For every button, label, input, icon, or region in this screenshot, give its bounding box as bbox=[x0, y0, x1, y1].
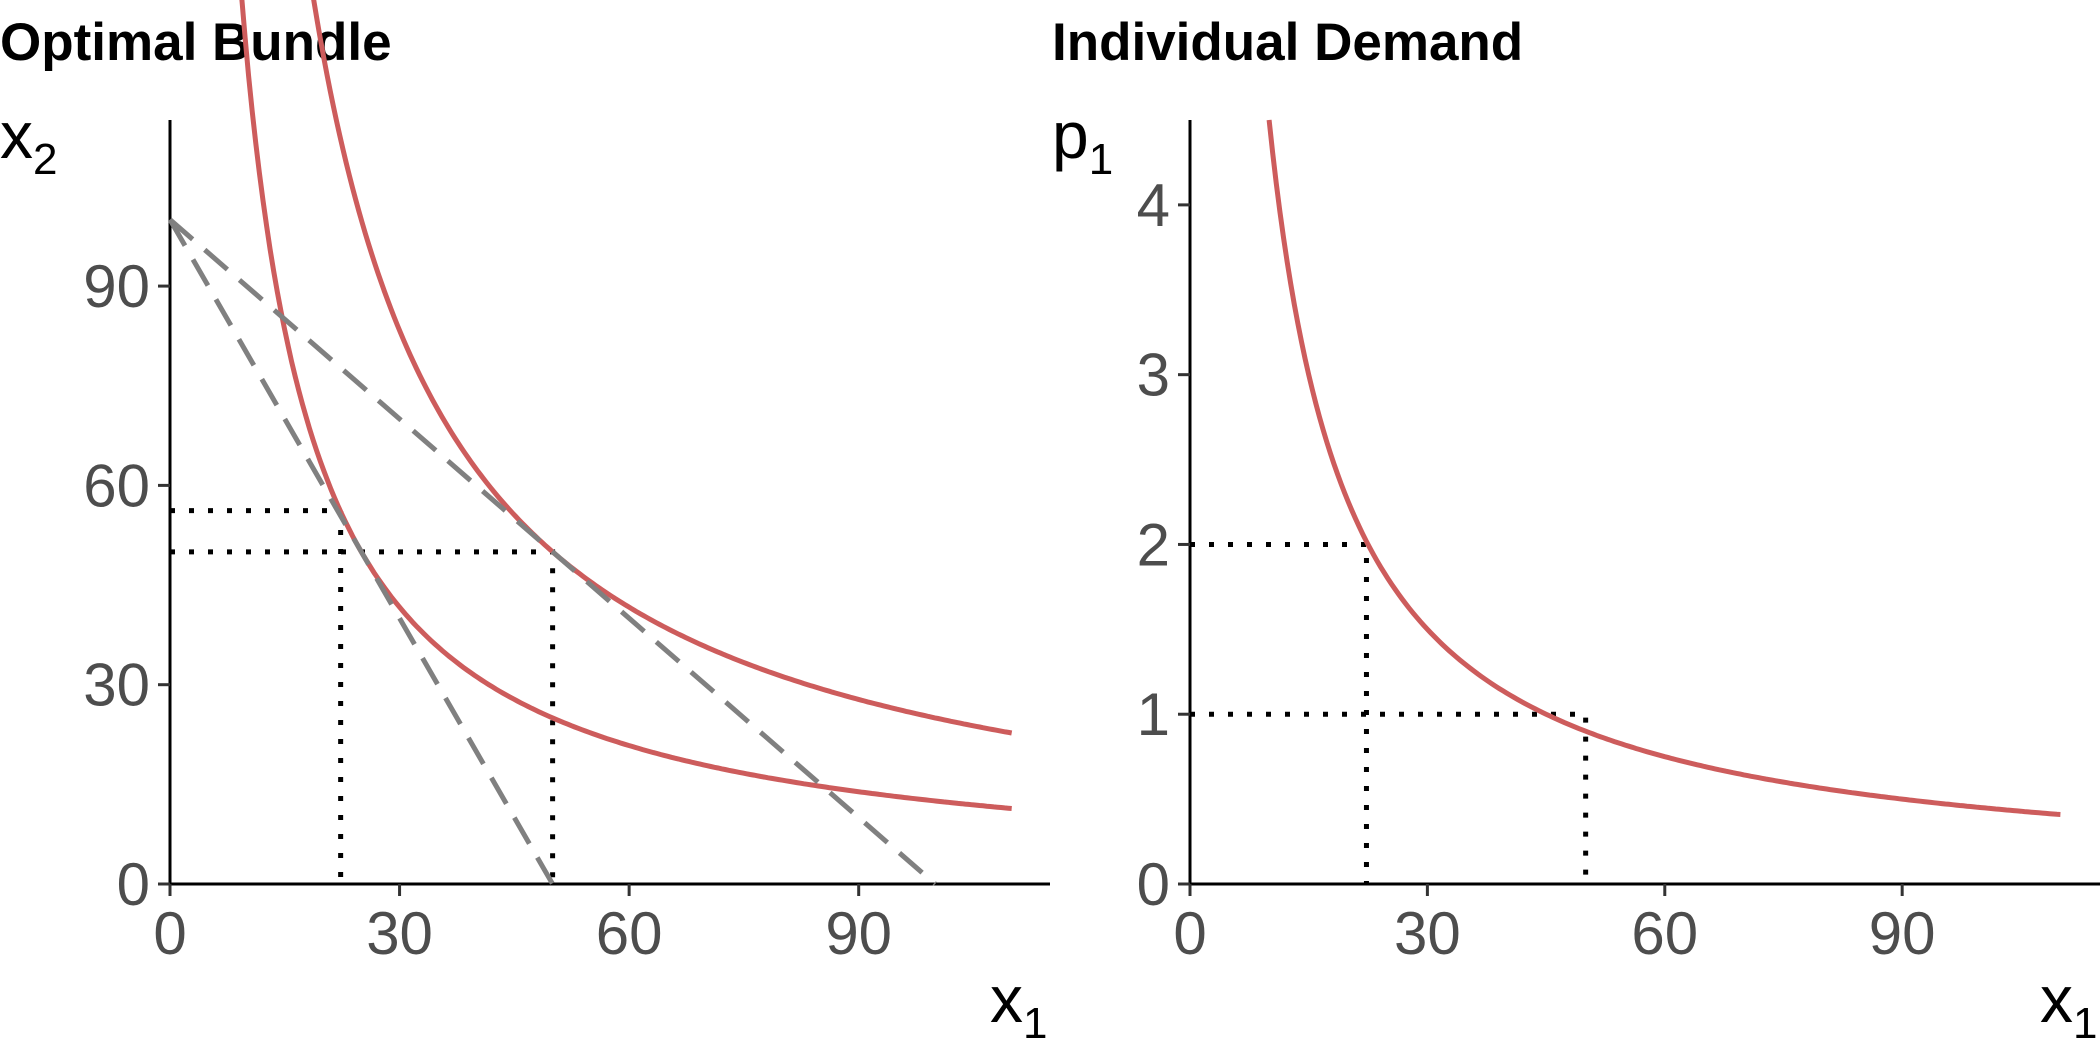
x-tick-label: 90 bbox=[825, 900, 892, 967]
x-tick-label: 0 bbox=[1173, 900, 1206, 967]
x-axis-label-x1: x1 bbox=[990, 962, 1047, 1048]
y-tick-label: 0 bbox=[1137, 851, 1170, 918]
y-axis-label-x2: x2 bbox=[0, 98, 57, 184]
panel-individual-demand: Individual Demand p1 x1 0 30 60 90 0 1 2 3 4 bbox=[1052, 13, 2100, 1048]
x-tick-label: 60 bbox=[596, 900, 663, 967]
x-tick-label: 0 bbox=[153, 900, 186, 967]
guide-dotted-line bbox=[1190, 541, 1369, 884]
y-tick-label: 90 bbox=[83, 253, 150, 320]
y-tick-label: 2 bbox=[1137, 511, 1170, 578]
x-tick-label: 30 bbox=[366, 900, 433, 967]
y-tick-label: 30 bbox=[83, 652, 150, 719]
guide-dotted-line bbox=[1190, 711, 1589, 884]
y-axis-label-p1: p1 bbox=[1052, 98, 1113, 184]
y-tick-label: 0 bbox=[117, 851, 150, 918]
x-tick-label: 90 bbox=[1869, 900, 1936, 967]
guide-dotted-line bbox=[170, 549, 556, 884]
indifference-curve bbox=[311, 0, 1013, 736]
budget-line bbox=[168, 217, 937, 886]
x-axis-label-x1-demand: x1 bbox=[2040, 962, 2097, 1048]
demand-curve bbox=[1266, 119, 2061, 817]
indifference-curve bbox=[239, 0, 1012, 811]
y-tick-label: 4 bbox=[1137, 172, 1170, 239]
x-tick-label: 60 bbox=[1631, 900, 1698, 967]
y-tick-label: 1 bbox=[1137, 681, 1170, 748]
y-tick-label: 60 bbox=[83, 452, 150, 519]
plot-area-individual-demand: 0 30 60 90 0 1 2 3 4 bbox=[1137, 119, 2100, 967]
panel-title-individual-demand: Individual Demand bbox=[1052, 13, 1523, 72]
budget-line bbox=[167, 218, 555, 886]
panel-title-optimal-bundle: Optimal Bundle bbox=[0, 13, 392, 72]
guide-dotted-line bbox=[170, 508, 344, 884]
plot-area-optimal-bundle: 0 30 60 90 0 30 60 90 bbox=[83, 0, 1050, 967]
x-tick-label: 30 bbox=[1394, 900, 1461, 967]
panel-optimal-bundle: Optimal Bundle x2 x1 0 30 60 90 0 30 60 90 bbox=[0, 0, 1050, 1048]
y-tick-label: 3 bbox=[1137, 342, 1170, 409]
